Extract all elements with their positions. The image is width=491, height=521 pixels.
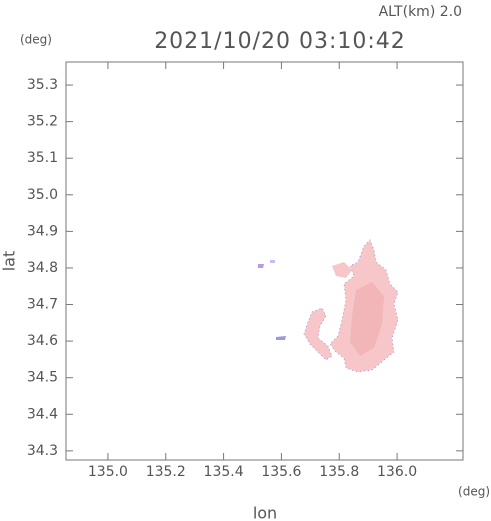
y-tick-label: 34.5 — [27, 370, 58, 386]
x-tick-label: 135.6 — [261, 464, 301, 480]
echo-area — [258, 239, 399, 373]
y-tick-label: 35.0 — [27, 187, 58, 203]
y-tick-label: 34.4 — [27, 406, 58, 422]
x-tick-label: 136.0 — [377, 464, 417, 480]
x-unit: (deg) — [458, 485, 490, 499]
echo-inner — [350, 282, 384, 356]
echo-speck — [258, 264, 264, 268]
plot-frame — [65, 61, 464, 461]
y-tick-label: 34.6 — [27, 333, 58, 349]
x-tick-label: 135.8 — [319, 464, 359, 480]
echo-speck — [270, 260, 275, 263]
echo-west — [303, 307, 333, 361]
y-tick-label: 34.3 — [27, 443, 58, 459]
echo-north — [332, 262, 352, 278]
x-tick-label: 135.2 — [146, 464, 186, 480]
y-unit: (deg) — [20, 33, 52, 47]
y-tick-label: 35.1 — [27, 150, 58, 166]
x-tick-label: 135.4 — [204, 464, 244, 480]
y-tick-label: 34.9 — [27, 223, 58, 239]
y-tick-label: 34.8 — [27, 260, 58, 276]
y-tick-label: 34.7 — [27, 297, 58, 313]
y-tick-label: 35.3 — [27, 77, 58, 93]
x-tick-label: 135.0 — [88, 464, 128, 480]
echo-speck — [276, 336, 286, 340]
y-tick-label: 35.2 — [27, 114, 58, 130]
chart-title: 2021/10/20 03:10:42 — [154, 29, 406, 54]
chart-subtitle: ALT(km) 2.0 — [379, 4, 462, 20]
x-axis-label: lon — [253, 504, 277, 521]
y-axis-label: lat — [0, 251, 19, 272]
